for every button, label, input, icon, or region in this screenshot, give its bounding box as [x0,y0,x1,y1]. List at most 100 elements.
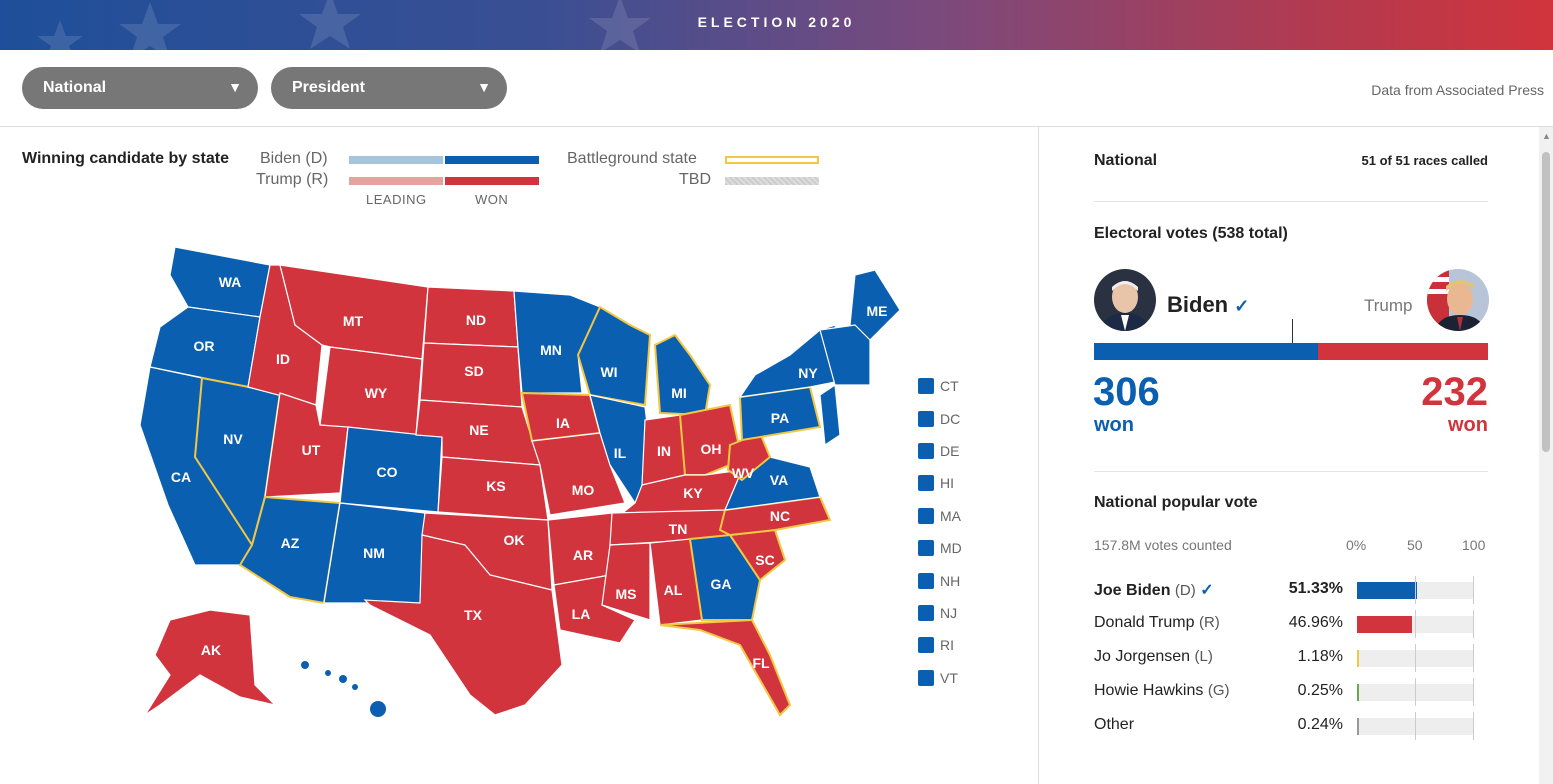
popular-vote-row: Howie Hawkins (G) 0.25% [1094,678,1488,706]
scroll-thumb[interactable] [1542,152,1550,452]
data-source: Data from Associated Press [1371,82,1544,98]
label-nc: NC [770,508,790,524]
small-state-label: CT [940,378,959,395]
us-election-map[interactable]: WA OR CA NV ID MT WY UT CO AZ NM ND SD N… [130,235,910,735]
state-labels: WA OR CA NV ID MT WY UT CO AZ NM ND SD N… [171,274,888,671]
candidate-name-text: Howie Hawkins [1094,682,1204,699]
label-ks: KS [486,478,505,494]
label-la: LA [572,606,591,622]
state-swatch [918,604,934,621]
candidate-name-text: Jo Jorgensen [1094,648,1191,665]
legend-trump-won-swatch [445,177,539,185]
small-state-ri[interactable]: RI [918,629,962,661]
legend-battleground-swatch [725,156,819,164]
label-ny: NY [798,365,818,381]
small-state-vt[interactable]: VT [918,662,962,694]
state-swatch [918,442,934,459]
small-state-label: NH [940,572,961,589]
label-mo: MO [572,482,595,498]
gridline [1473,712,1474,740]
label-ga: GA [711,576,732,592]
state-ms [601,542,651,621]
small-state-ma[interactable]: MA [918,500,962,532]
label-ne: NE [469,422,488,438]
state-oh [678,403,744,476]
label-il: IL [614,445,627,461]
region-dropdown[interactable]: National ▼ [22,67,258,109]
label-ak: AK [201,642,221,658]
scroll-up-icon[interactable]: ▲ [1542,131,1551,141]
legend-biden-won-swatch [445,156,539,164]
popular-vote-row: Joe Biden (D) ✓ 51.33% [1094,576,1488,604]
axis-tick-0: 0% [1346,537,1367,553]
banner-title: ELECTION 2020 [697,14,856,30]
candidate-name: Donald Trump (R) [1094,614,1220,632]
legend-won-label: WON [475,192,509,207]
electoral-vote-bar [1094,343,1488,360]
chevron-down-icon: ▼ [477,79,491,95]
vote-bar-track [1357,678,1474,706]
popular-vote-title: National popular vote [1094,494,1258,511]
vote-bar-track [1357,610,1474,638]
popular-vote-row: Jo Jorgensen (L) 1.18% [1094,644,1488,672]
legend-biden-leading-swatch [349,156,443,164]
state-swatch [918,507,934,524]
label-co: CO [377,464,398,480]
label-tx: TX [464,607,483,623]
state-ak [144,609,277,716]
small-state-nh[interactable]: NH [918,564,962,596]
label-tn: TN [669,521,688,537]
vote-bar-track [1357,576,1474,604]
vote-bar-track [1357,644,1474,672]
small-state-dc[interactable]: DC [918,402,962,434]
state-nj-area [819,383,841,447]
small-state-de[interactable]: DE [918,435,962,467]
label-az: AZ [281,535,300,551]
candidate-party: (R) [1198,614,1220,631]
state-mi [653,333,712,417]
divider [1094,471,1488,472]
small-states-list: CT DC DE HI MA MD NH NJ RI VT [918,370,962,694]
race-dropdown[interactable]: President ▼ [271,67,507,109]
biden-won-label: won [1094,414,1134,436]
trump-name: Trump [1364,296,1413,315]
region-dropdown-label: National [43,79,107,96]
label-in: IN [657,443,671,459]
chevron-down-icon: ▼ [228,79,242,95]
map-title: Winning candidate by state [22,150,229,167]
label-mn: MN [540,342,562,358]
small-state-ct[interactable]: CT [918,370,962,402]
small-state-nj[interactable]: NJ [918,597,962,629]
label-mt: MT [343,313,364,329]
label-oh: OH [701,441,722,457]
small-state-label: RI [940,637,954,654]
biden-ev-bar [1094,343,1319,360]
gridline [1415,610,1416,638]
gridline [1415,712,1416,740]
scrollbar[interactable]: ▲ [1539,127,1553,784]
state-swatch [918,378,934,395]
label-ar: AR [573,547,593,563]
winner-check-icon: ✓ [1200,582,1214,599]
popular-vote-row: Donald Trump (R) 46.96% [1094,610,1488,638]
label-ca: CA [171,469,191,485]
trump-avatar [1427,269,1489,331]
candidate-name: Jo Jorgensen (L) [1094,648,1213,666]
small-state-label: VT [940,669,958,686]
small-state-hi[interactable]: HI [918,467,962,499]
legend-tbd-swatch [725,177,819,185]
candidate-percent: 0.25% [1297,682,1343,699]
biden-avatar [1094,269,1156,331]
panel-scope-title: National [1094,152,1158,169]
state-hi [301,661,386,717]
state-swatch [918,475,934,492]
controls-bar: National ▼ President ▼ Data from Associa… [0,50,1553,127]
small-state-md[interactable]: MD [918,532,962,564]
candidate-party: (L) [1194,648,1213,665]
vote-bar-track [1357,712,1474,740]
label-ok: OK [504,532,525,548]
label-ut: UT [302,442,321,458]
label-ky: KY [683,485,703,501]
label-or: OR [194,338,215,354]
races-called: 51 of 51 races called [1361,153,1488,168]
